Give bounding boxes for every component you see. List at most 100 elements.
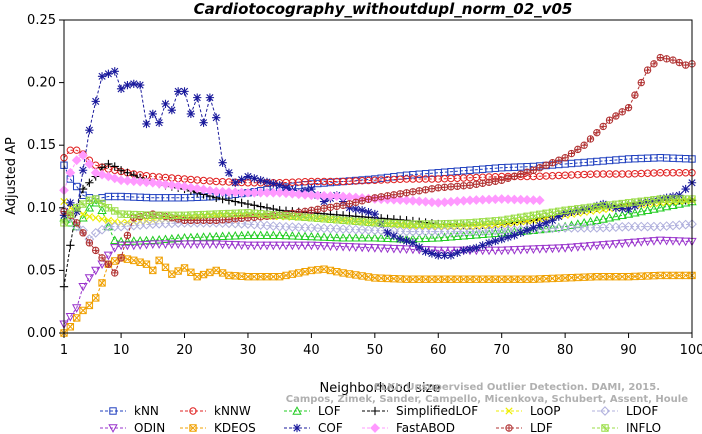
- data-point-INFLO: [650, 196, 658, 204]
- data-point-LOF: [262, 230, 272, 240]
- data-point-INFLO: [402, 220, 411, 228]
- data-point-ODIN: [680, 237, 691, 247]
- data-point-LDF: [593, 129, 601, 137]
- data-point-COF: [281, 183, 291, 192]
- data-point-COF: [275, 181, 284, 190]
- data-point-LDF: [440, 183, 449, 191]
- data-point-LDOF: [572, 222, 583, 233]
- data-point-COF: [72, 207, 81, 216]
- data-point-INFLO: [447, 219, 455, 228]
- data-point-LDOF: [369, 225, 380, 236]
- data-point-FastABOD: [128, 176, 139, 187]
- data-point-INFLO: [599, 202, 607, 210]
- data-point-LDF: [669, 56, 677, 64]
- data-point-LDF: [637, 78, 645, 87]
- data-point-FastABOD: [160, 179, 171, 190]
- data-point-COF: [237, 175, 246, 184]
- data-point-LDOF: [306, 222, 317, 233]
- data-point-COF: [497, 234, 506, 244]
- data-point-LOF: [313, 231, 323, 241]
- data-point-LDF: [599, 122, 607, 131]
- data-point-LDOF: [338, 224, 348, 234]
- data-point-ODIN: [604, 240, 615, 250]
- data-point-ODIN: [205, 240, 215, 249]
- data-point-FastABOD: [414, 196, 425, 207]
- data-point-KDEOS: [136, 258, 144, 266]
- data-point-LOF: [281, 230, 291, 240]
- data-point-LOF: [446, 231, 456, 241]
- legend-item-KDEOS: KDEOS: [180, 421, 256, 434]
- data-point-ODIN: [116, 241, 126, 251]
- data-point-INFLO: [478, 218, 487, 226]
- data-point-INFLO: [605, 201, 614, 209]
- data-point-KDEOS: [643, 272, 652, 280]
- data-point-KDEOS: [180, 264, 189, 272]
- data-point-FastABOD: [274, 187, 285, 198]
- y-tick-label: 0.25: [27, 13, 56, 28]
- data-point-LOF: [319, 232, 329, 241]
- data-point-KDEOS: [307, 266, 316, 275]
- data-point-LDF: [548, 159, 557, 167]
- data-point-KDEOS: [244, 272, 252, 281]
- data-point-FastABOD: [84, 159, 95, 169]
- data-point-LDF: [453, 182, 461, 190]
- data-point-INFLO: [637, 197, 645, 205]
- data-point-LDF: [371, 194, 379, 202]
- data-point-LDOF: [236, 218, 247, 229]
- data-point-COF: [408, 238, 418, 248]
- data-point-INFLO: [624, 199, 633, 207]
- data-point-KDEOS: [85, 301, 94, 310]
- data-point-ODIN: [446, 246, 456, 256]
- data-point-COF: [154, 118, 164, 127]
- data-point-INFLO: [92, 195, 100, 203]
- data-point-LDF: [580, 141, 588, 149]
- data-point-LDOF: [243, 219, 253, 229]
- data-point-LDF: [92, 246, 100, 254]
- data-point-LOF: [325, 232, 336, 242]
- legend-marker: [292, 423, 302, 433]
- data-point-SimplifiedLOF: [262, 203, 272, 212]
- data-point-LDF: [333, 202, 341, 210]
- data-point-FastABOD: [141, 177, 152, 188]
- data-point-KDEOS: [497, 275, 506, 283]
- data-point-LDF: [643, 66, 652, 74]
- data-point-SimplifiedLOF: [116, 166, 126, 175]
- data-point-LOF: [255, 230, 266, 240]
- data-point-KDEOS: [618, 272, 626, 281]
- data-point-ODIN: [541, 244, 551, 254]
- data-point-COF: [383, 228, 392, 237]
- legend-item-kNN: kNN: [100, 404, 159, 418]
- series-FastABOD: [59, 150, 545, 208]
- data-point-INFLO: [548, 208, 557, 217]
- data-point-ODIN: [376, 244, 386, 253]
- data-point-FastABOD: [116, 175, 126, 186]
- data-point-LOF: [414, 233, 424, 243]
- data-point-LDOF: [408, 226, 418, 237]
- legend-item-COF: COF: [284, 421, 343, 434]
- data-point-ODIN: [160, 240, 171, 249]
- data-point-FastABOD: [268, 187, 279, 198]
- data-point-LDOF: [458, 226, 469, 237]
- data-point-LoOP: [104, 216, 113, 224]
- data-point-FastABOD: [255, 187, 266, 198]
- data-point-LDOF: [649, 221, 659, 232]
- data-point-FastABOD: [224, 187, 234, 197]
- data-point-LDOF: [623, 221, 634, 232]
- data-point-COF: [370, 209, 379, 219]
- data-point-LDOF: [433, 226, 444, 237]
- data-point-COF: [529, 223, 538, 232]
- data-point-FastABOD: [395, 195, 406, 205]
- data-point-LDOF: [287, 222, 298, 232]
- data-point-LDF: [656, 53, 664, 62]
- data-point-LDOF: [446, 226, 456, 237]
- data-point-COF: [116, 84, 126, 94]
- x-axis-label: Neighborhood size: [320, 381, 441, 396]
- data-point-KDEOS: [199, 270, 208, 279]
- data-point-LDOF: [376, 225, 387, 236]
- data-point-ODIN: [236, 241, 247, 250]
- data-point-LDF: [485, 178, 493, 186]
- data-point-LOF: [668, 200, 678, 209]
- data-point-INFLO: [206, 210, 214, 219]
- legend-marker: [108, 424, 118, 433]
- data-point-LDF: [396, 190, 404, 198]
